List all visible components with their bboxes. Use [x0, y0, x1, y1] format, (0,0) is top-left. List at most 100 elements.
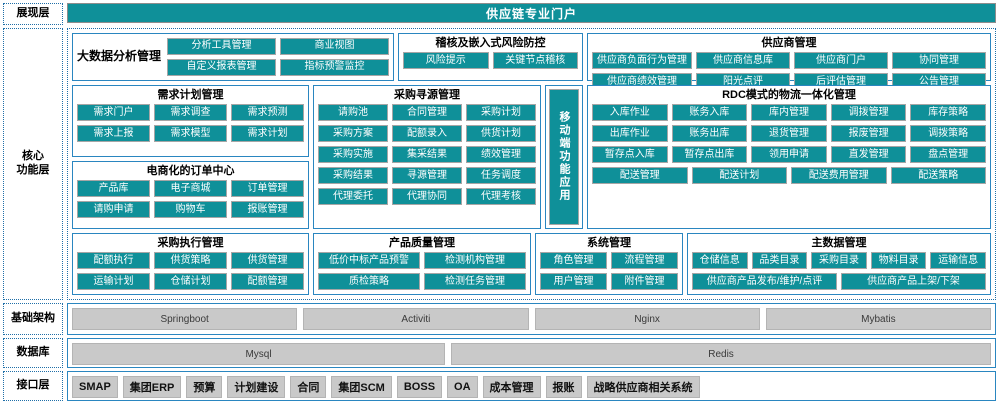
chip-rdc-3[interactable]: 调拨管理	[830, 104, 907, 122]
chip-sourcing-14[interactable]: 代理考核	[466, 188, 536, 206]
chip-demand-3[interactable]: 需求上报	[77, 125, 150, 143]
chip-rdc-0[interactable]: 入库作业	[592, 104, 668, 122]
chip-sourcing-0[interactable]: 请购池	[318, 104, 388, 122]
chip-demand-2[interactable]: 需求预测	[231, 104, 304, 122]
chip-ecommerce-2[interactable]: 订单管理	[231, 180, 304, 198]
chip-sourcing-7[interactable]: 集采结果	[392, 146, 462, 164]
chip-supplier-3[interactable]: 协同管理	[892, 52, 986, 70]
chip-quality-3[interactable]: 检测任务管理	[424, 273, 526, 290]
chip-supplier-2[interactable]: 供应商门户	[794, 52, 888, 70]
chip-demand-1[interactable]: 需求调查	[154, 104, 227, 122]
api-chip-oa[interactable]: OA	[447, 376, 478, 398]
chip-rdc-6[interactable]: 账务出库	[671, 125, 748, 143]
api-chip-budget[interactable]: 预算	[186, 376, 223, 398]
chip-rdc-2[interactable]: 库内管理	[751, 104, 827, 122]
chip-quality-1[interactable]: 检测机构管理	[424, 252, 526, 269]
chip-sourcing-3[interactable]: 采购方案	[318, 125, 388, 143]
chip-bigdata-0[interactable]: 分析工具管理	[167, 37, 276, 55]
chip-ecommerce-3[interactable]: 请购申请	[77, 201, 150, 219]
chip-masterdata-row2-1[interactable]: 供应商产品上架/下架	[841, 273, 986, 290]
chip-rdc-10[interactable]: 暂存点入库	[592, 146, 668, 164]
chip-demand-4[interactable]: 需求模型	[154, 125, 227, 143]
chip-audit-0[interactable]: 风险提示	[403, 52, 489, 70]
chip-rdc-12[interactable]: 领用申请	[751, 146, 827, 164]
api-chip-group-scm[interactable]: 集团SCM	[331, 376, 392, 398]
panel-title-system: 系统管理	[587, 236, 631, 249]
chip-ecommerce-0[interactable]: 产品库	[77, 180, 150, 198]
chip-rdc-1[interactable]: 账务入库	[671, 104, 748, 122]
chip-rdc-5[interactable]: 出库作业	[592, 125, 668, 143]
chip-execution-2[interactable]: 供货管理	[231, 252, 304, 269]
api-chip-boss[interactable]: BOSS	[396, 376, 443, 398]
chip-quality-2[interactable]: 质检策略	[318, 273, 420, 290]
api-chip-cost-management[interactable]: 成本管理	[482, 376, 541, 398]
chip-masterdata-3[interactable]: 物料目录	[870, 252, 927, 269]
infra-chip-springboot[interactable]: Springboot	[72, 308, 298, 330]
chip-system-3[interactable]: 附件管理	[611, 273, 678, 290]
chip-sourcing-2[interactable]: 采购计划	[466, 104, 536, 122]
chip-supplier-1[interactable]: 供应商信息库	[696, 52, 790, 70]
layer-label-database: 数据库	[3, 338, 63, 368]
chip-rdc-row4-3[interactable]: 配送策略	[890, 167, 986, 185]
chip-ecommerce-1[interactable]: 电子商城	[154, 180, 227, 198]
mobile-app-strip-wrapper: 移动端功能应用	[545, 85, 583, 229]
chip-bigdata-3[interactable]: 指标预警监控	[280, 58, 389, 76]
chip-rdc-7[interactable]: 退货管理	[751, 125, 827, 143]
api-chip-contract[interactable]: 合同	[290, 376, 327, 398]
chip-system-1[interactable]: 流程管理	[611, 252, 678, 269]
db-chip-mysql[interactable]: Mysql	[72, 343, 446, 365]
chip-rdc-4[interactable]: 库存策略	[910, 104, 986, 122]
chip-sourcing-6[interactable]: 采购实施	[318, 146, 388, 164]
chip-rdc-13[interactable]: 直发管理	[830, 146, 907, 164]
chip-quality-0[interactable]: 低价中标产品预警	[318, 252, 420, 269]
api-chip-reimbursement[interactable]: 报账	[545, 376, 582, 398]
chip-execution-1[interactable]: 供货策略	[154, 252, 227, 269]
chip-sourcing-4[interactable]: 配额录入	[392, 125, 462, 143]
chip-rdc-row4-2[interactable]: 配送费用管理	[791, 167, 887, 185]
chip-sourcing-10[interactable]: 寻源管理	[392, 167, 462, 185]
chip-ecommerce-4[interactable]: 购物车	[154, 201, 227, 219]
chip-masterdata-4[interactable]: 运输信息	[930, 252, 986, 269]
chip-rdc-row4-0[interactable]: 配送管理	[592, 167, 688, 185]
chip-rdc-row4-1[interactable]: 配送计划	[691, 167, 787, 185]
chip-sourcing-12[interactable]: 代理委托	[318, 188, 388, 206]
db-chip-redis[interactable]: Redis	[451, 343, 991, 365]
chip-execution-5[interactable]: 配额管理	[231, 273, 304, 290]
chip-audit-1[interactable]: 关键节点稽核	[492, 52, 578, 70]
chip-bigdata-1[interactable]: 商业视图	[280, 37, 389, 55]
api-chip-group-erp[interactable]: 集团ERP	[122, 376, 182, 398]
chip-demand-5[interactable]: 需求计划	[231, 125, 304, 143]
chip-masterdata-0[interactable]: 仓储信息	[692, 252, 748, 269]
chip-bigdata-2[interactable]: 自定义报表管理	[167, 58, 276, 76]
chip-sourcing-9[interactable]: 采购结果	[318, 167, 388, 185]
chip-system-0[interactable]: 角色管理	[540, 252, 607, 269]
chip-ecommerce-5[interactable]: 报账管理	[231, 201, 304, 219]
api-chip-smap[interactable]: SMAP	[72, 376, 118, 398]
chip-demand-0[interactable]: 需求门户	[77, 104, 150, 122]
infra-chip-activiti[interactable]: Activiti	[303, 308, 529, 330]
chip-rdc-14[interactable]: 盘点管理	[910, 146, 986, 164]
api-chip-plan-construction[interactable]: 计划建设	[227, 376, 286, 398]
chip-sourcing-5[interactable]: 供货计划	[466, 125, 536, 143]
panel-title-audit: 稽核及嵌入式风险防控	[435, 37, 546, 49]
chip-masterdata-row2-0[interactable]: 供应商产品发布/维护/点评	[692, 273, 837, 290]
chip-rdc-9[interactable]: 调拨策略	[910, 125, 986, 143]
chip-masterdata-2[interactable]: 采购目录	[811, 252, 867, 269]
chip-rdc-8[interactable]: 报废管理	[830, 125, 907, 143]
chip-sourcing-13[interactable]: 代理协同	[392, 188, 462, 206]
chip-sourcing-1[interactable]: 合同管理	[392, 104, 462, 122]
chip-system-2[interactable]: 用户管理	[540, 273, 607, 290]
infra-chip-mybatis[interactable]: Mybatis	[765, 308, 991, 330]
chip-sourcing-11[interactable]: 任务调度	[466, 167, 536, 185]
mobile-app-vertical-label[interactable]: 移动端功能应用	[549, 89, 579, 225]
chip-rdc-11[interactable]: 暂存点出库	[671, 146, 748, 164]
infra-chip-nginx[interactable]: Nginx	[534, 308, 760, 330]
chip-execution-3[interactable]: 运输计划	[77, 273, 150, 290]
chip-execution-4[interactable]: 仓储计划	[154, 273, 227, 290]
chip-masterdata-1[interactable]: 品类目录	[751, 252, 808, 269]
chip-supplier-0[interactable]: 供应商负面行为管理	[592, 52, 692, 70]
api-chip-strategic-supplier-systems[interactable]: 战略供应商相关系统	[586, 376, 700, 398]
chip-sourcing-8[interactable]: 绩效管理	[466, 146, 536, 164]
chip-execution-0[interactable]: 配额执行	[77, 252, 150, 269]
